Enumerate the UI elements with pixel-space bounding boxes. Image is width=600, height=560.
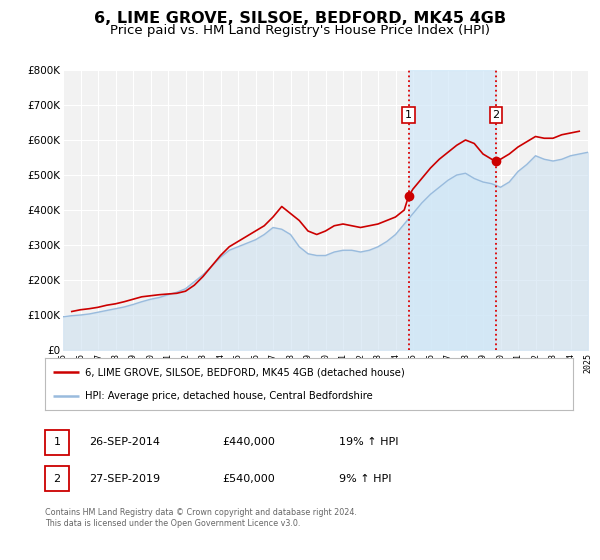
Text: 6, LIME GROVE, SILSOE, BEDFORD, MK45 4GB: 6, LIME GROVE, SILSOE, BEDFORD, MK45 4GB <box>94 11 506 26</box>
Text: 27-SEP-2019: 27-SEP-2019 <box>89 474 160 484</box>
Bar <box>409 70 496 350</box>
Text: 26-SEP-2014: 26-SEP-2014 <box>89 437 160 447</box>
Text: 2: 2 <box>53 474 61 484</box>
Text: 1: 1 <box>405 110 412 120</box>
Text: £440,000: £440,000 <box>222 437 275 447</box>
Text: Price paid vs. HM Land Registry's House Price Index (HPI): Price paid vs. HM Land Registry's House … <box>110 24 490 36</box>
Text: HPI: Average price, detached house, Central Bedfordshire: HPI: Average price, detached house, Cent… <box>85 391 373 401</box>
Text: 6, LIME GROVE, SILSOE, BEDFORD, MK45 4GB (detached house): 6, LIME GROVE, SILSOE, BEDFORD, MK45 4GB… <box>85 367 404 377</box>
Text: 9% ↑ HPI: 9% ↑ HPI <box>339 474 391 484</box>
Text: 1: 1 <box>53 437 61 447</box>
Text: 19% ↑ HPI: 19% ↑ HPI <box>339 437 398 447</box>
Text: £540,000: £540,000 <box>222 474 275 484</box>
Text: Contains HM Land Registry data © Crown copyright and database right 2024.
This d: Contains HM Land Registry data © Crown c… <box>45 508 357 528</box>
Text: 2: 2 <box>493 110 500 120</box>
